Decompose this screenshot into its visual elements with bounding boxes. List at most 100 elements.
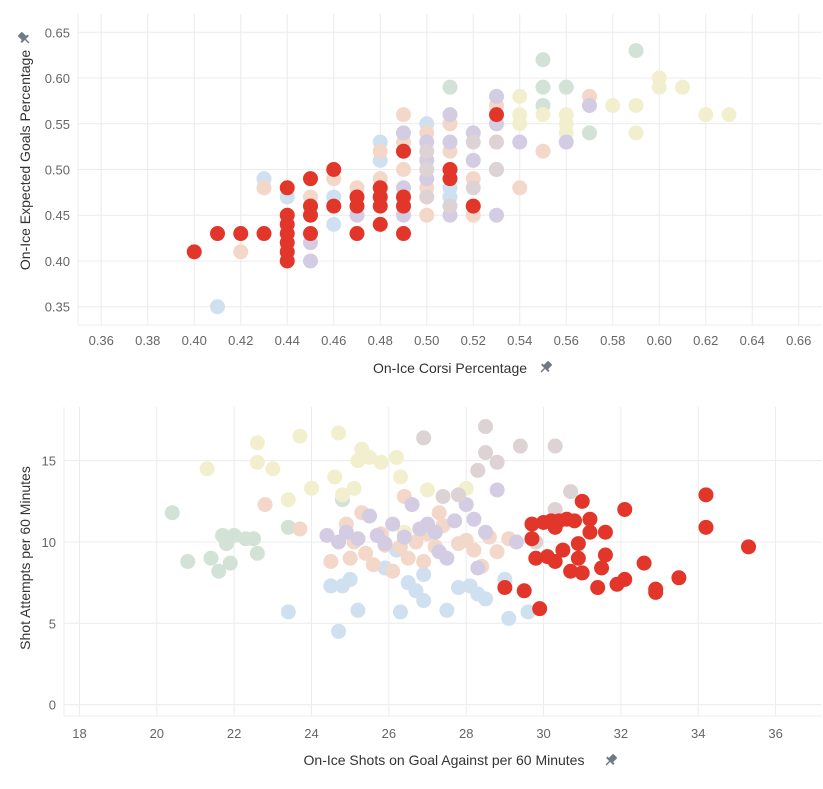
data-point-red[interactable] <box>617 571 633 587</box>
data-point-light_blue[interactable] <box>520 604 536 620</box>
data-point-red[interactable] <box>396 143 411 159</box>
data-point-red[interactable] <box>326 162 342 177</box>
data-point-red[interactable] <box>528 550 544 566</box>
data-point-taupe[interactable] <box>470 462 486 478</box>
data-point-cream[interactable] <box>265 461 281 477</box>
data-point-mint[interactable] <box>226 527 242 543</box>
data-point-peach[interactable] <box>396 162 411 177</box>
data-point-red[interactable] <box>741 539 757 555</box>
data-point-cream[interactable] <box>346 480 362 496</box>
data-point-taupe[interactable] <box>512 438 528 454</box>
data-point-lavender[interactable] <box>466 511 482 527</box>
data-point-lavender[interactable] <box>442 107 458 123</box>
data-point-red[interactable] <box>326 198 342 214</box>
data-point-red[interactable] <box>372 180 388 196</box>
data-point-light_blue[interactable] <box>392 604 408 620</box>
data-point-light_blue[interactable] <box>331 623 347 639</box>
data-point-peach[interactable] <box>512 180 528 196</box>
data-point-lavender[interactable] <box>582 97 597 113</box>
data-point-taupe[interactable] <box>489 162 504 177</box>
data-point-red[interactable] <box>590 580 606 596</box>
data-point-mint[interactable] <box>222 555 238 571</box>
data-point-lavender[interactable] <box>385 516 401 532</box>
data-point-red[interactable] <box>547 554 563 569</box>
data-point-lavender[interactable] <box>558 134 574 150</box>
data-point-lavender[interactable] <box>465 152 481 168</box>
data-point-lavender[interactable] <box>478 524 494 540</box>
data-point-cream[interactable] <box>249 454 265 470</box>
data-point-light_blue[interactable] <box>280 604 296 620</box>
data-point-mint[interactable] <box>535 52 551 68</box>
data-point-lavender[interactable] <box>489 482 505 498</box>
data-point-light_blue[interactable] <box>323 578 339 594</box>
data-point-red[interactable] <box>617 501 633 517</box>
data-point-lavender[interactable] <box>489 88 504 104</box>
data-point-lavender[interactable] <box>338 524 354 540</box>
data-point-red[interactable] <box>303 198 318 214</box>
data-point-taupe[interactable] <box>419 189 435 205</box>
data-point-red[interactable] <box>349 226 365 242</box>
data-point-light_blue[interactable] <box>478 591 494 607</box>
data-point-red[interactable] <box>555 542 571 558</box>
data-point-red[interactable] <box>349 189 365 205</box>
data-point-lavender[interactable] <box>489 207 504 223</box>
data-point-mint[interactable] <box>180 554 196 569</box>
data-point-cream[interactable] <box>651 79 667 95</box>
data-point-lavender[interactable] <box>508 534 524 550</box>
data-point-lavender[interactable] <box>377 536 393 552</box>
data-point-taupe[interactable] <box>450 487 466 503</box>
data-point-peach[interactable] <box>416 554 432 569</box>
data-point-red[interactable] <box>497 580 513 596</box>
data-point-mint[interactable] <box>558 79 574 95</box>
data-point-light_blue[interactable] <box>416 593 432 609</box>
data-point-taupe[interactable] <box>489 134 504 150</box>
data-point-red[interactable] <box>516 583 532 599</box>
data-point-cream[interactable] <box>420 482 436 498</box>
data-point-red[interactable] <box>570 550 586 566</box>
data-point-red[interactable] <box>582 524 598 540</box>
data-point-peach[interactable] <box>323 554 339 569</box>
data-point-cream[interactable] <box>389 449 405 465</box>
data-point-mint[interactable] <box>535 79 551 95</box>
data-point-red[interactable] <box>671 570 687 586</box>
data-point-taupe[interactable] <box>478 445 494 461</box>
data-point-peach[interactable] <box>408 534 424 550</box>
data-point-red[interactable] <box>698 519 714 535</box>
data-point-red[interactable] <box>574 493 590 509</box>
data-point-red[interactable] <box>233 226 249 242</box>
data-point-red[interactable] <box>303 226 318 242</box>
data-point-peach[interactable] <box>489 544 505 560</box>
data-point-red[interactable] <box>256 226 272 242</box>
data-point-peach[interactable] <box>400 550 416 566</box>
data-point-red[interactable] <box>524 531 540 547</box>
data-point-lavender[interactable] <box>396 125 411 141</box>
data-point-red[interactable] <box>186 244 202 260</box>
data-point-cream[interactable] <box>698 107 714 123</box>
data-point-cream[interactable] <box>280 492 296 508</box>
data-point-lavender[interactable] <box>362 508 378 524</box>
data-point-taupe[interactable] <box>465 180 481 196</box>
data-point-red[interactable] <box>279 180 295 196</box>
data-point-red[interactable] <box>594 560 610 576</box>
top-x-pin-icon[interactable] <box>538 359 554 375</box>
data-point-peach[interactable] <box>396 107 411 123</box>
data-point-taupe[interactable] <box>419 143 435 159</box>
data-point-taupe[interactable] <box>419 162 435 177</box>
data-point-lavender[interactable] <box>470 560 486 576</box>
data-point-mint[interactable] <box>582 125 597 141</box>
data-point-red[interactable] <box>636 555 652 571</box>
data-point-mint[interactable] <box>249 545 265 561</box>
data-point-light_blue[interactable] <box>210 299 225 315</box>
data-point-peach[interactable] <box>256 180 272 196</box>
data-point-red[interactable] <box>489 107 504 123</box>
data-point-red[interactable] <box>597 524 613 540</box>
data-point-red[interactable] <box>648 584 664 600</box>
data-point-peach[interactable] <box>466 542 482 558</box>
data-point-light_blue[interactable] <box>326 216 342 232</box>
data-point-mint[interactable] <box>203 550 219 566</box>
data-point-taupe[interactable] <box>547 438 563 454</box>
data-point-red[interactable] <box>582 511 598 527</box>
data-point-cream[interactable] <box>334 487 350 503</box>
data-point-taupe[interactable] <box>442 198 458 214</box>
data-point-peach[interactable] <box>292 521 308 537</box>
